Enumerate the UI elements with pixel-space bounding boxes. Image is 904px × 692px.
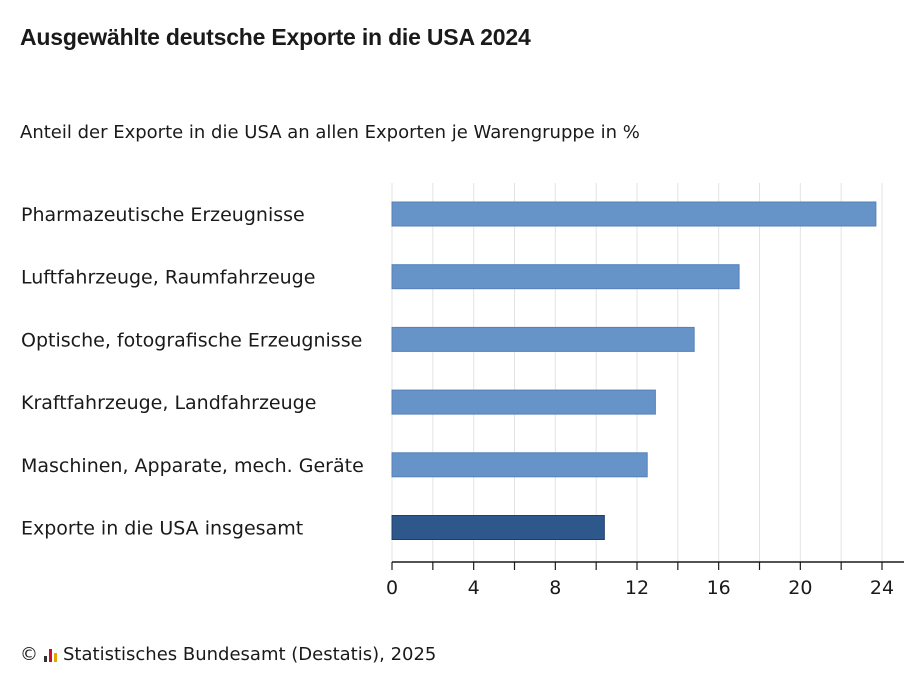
bar <box>391 452 648 478</box>
destatis-logo-icon <box>44 648 57 662</box>
bar <box>391 515 605 540</box>
category-labels: Pharmazeutische Erzeugnisse Luftfahrzeuge… <box>21 204 364 540</box>
x-tick-label: 8 <box>549 577 561 599</box>
copyright-symbol: © <box>20 644 38 665</box>
x-tick-label: 16 <box>707 577 731 599</box>
source-text: Statistisches Bundesamt (Destatis), 2025 <box>63 644 437 665</box>
category-label: Pharmazeutische Erzeugnisse <box>21 204 305 226</box>
bar <box>391 201 877 227</box>
bar <box>391 264 740 290</box>
category-label: Optische, fotografische Erzeugnisse <box>21 329 362 351</box>
x-tick-label: 24 <box>870 577 894 599</box>
bar <box>391 326 695 352</box>
category-label: Kraftfahrzeuge, Landfahrzeuge <box>21 392 316 414</box>
source-footer: © Statistisches Bundesamt (Destatis), 20… <box>20 644 436 665</box>
category-label: Luftfahrzeuge, Raumfahrzeuge <box>21 267 315 289</box>
x-tick-label: 0 <box>386 577 398 599</box>
category-label: Maschinen, Apparate, mech. Geräte <box>21 455 364 477</box>
chart-subtitle: Anteil der Exporte in die USA an allen E… <box>20 122 640 143</box>
bars <box>391 201 877 540</box>
chart-title: Ausgewählte deutsche Exporte in die USA … <box>20 24 531 50</box>
x-tick-label: 20 <box>788 577 812 599</box>
grid-lines <box>391 183 883 562</box>
bar <box>391 389 656 415</box>
x-axis: 0 4 8 12 16 20 24 <box>386 561 904 599</box>
x-tick-label: 12 <box>625 577 649 599</box>
bar-chart: Pharmazeutische Erzeugnisse Luftfahrzeuge… <box>21 183 904 599</box>
category-label: Exporte in die USA insgesamt <box>21 518 303 540</box>
x-tick-label: 4 <box>468 577 480 599</box>
